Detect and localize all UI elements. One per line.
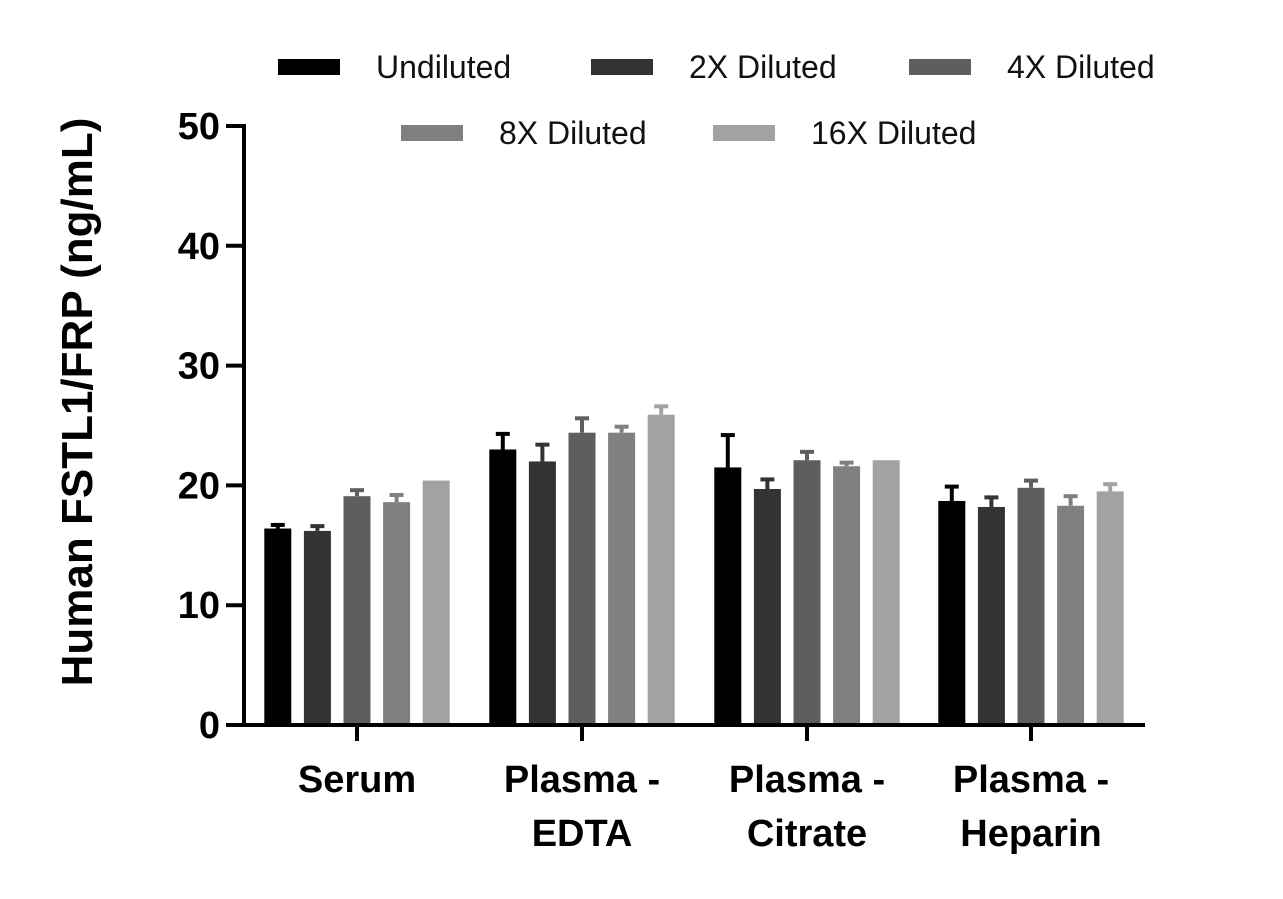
legend-item: 16X Diluted (713, 115, 976, 151)
legend-swatch (278, 59, 340, 75)
x-category-label: Plasma - (729, 759, 885, 801)
bar (383, 502, 411, 725)
bar (833, 466, 861, 725)
legend-label: 4X Diluted (1007, 49, 1155, 85)
legend-label: Undiluted (376, 49, 511, 85)
bar (608, 432, 636, 725)
legend-swatch (401, 125, 463, 141)
legend: Undiluted 2X Diluted 4X Diluted 8X Diluted 1… (278, 49, 1155, 151)
legend-swatch (909, 59, 971, 75)
y-tick-label: 20 (178, 465, 220, 507)
legend-swatch (713, 125, 775, 141)
legend-label: 16X Diluted (811, 115, 976, 151)
bar (714, 467, 742, 725)
bar (753, 488, 781, 725)
bar (977, 506, 1005, 725)
x-category-label: Plasma - (953, 759, 1109, 801)
bar (1096, 491, 1124, 725)
bar (489, 449, 517, 725)
bar (422, 480, 450, 725)
bar (528, 461, 556, 725)
bar (872, 460, 900, 725)
legend-swatch (591, 59, 653, 75)
legend-item: Undiluted (278, 49, 511, 85)
bar (1057, 505, 1085, 725)
y-tick-label: 50 (178, 106, 220, 148)
x-category-label: EDTA (532, 813, 633, 855)
axes: 0 10 20 30 40 50 Serum Plasma - EDTA Plasma - Citr… (178, 106, 1145, 855)
bar (1017, 487, 1045, 725)
bar (647, 414, 675, 725)
plot-bars (264, 404, 1124, 725)
y-axis-title: Human FSTL1/FRP (ng/mL) (53, 118, 102, 687)
bar (264, 528, 292, 725)
y-tick-label: 30 (178, 346, 220, 388)
bar (793, 460, 821, 725)
bar (303, 530, 331, 725)
legend-item: 2X Diluted (591, 49, 837, 85)
legend-item: 4X Diluted (909, 49, 1155, 85)
y-tick-label: 40 (178, 226, 220, 268)
legend-label: 8X Diluted (499, 115, 647, 151)
x-category-label: Plasma - (504, 759, 660, 801)
x-category-label: Serum (298, 759, 416, 801)
bar (568, 432, 596, 725)
bar (343, 496, 371, 725)
y-tick-label: 0 (199, 705, 220, 747)
legend-label: 2X Diluted (689, 49, 837, 85)
y-tick-label: 10 (178, 585, 220, 627)
legend-item: 8X Diluted (401, 115, 647, 151)
bar (938, 500, 966, 725)
x-category-label: Heparin (960, 813, 1101, 855)
x-category-label: Citrate (747, 813, 867, 855)
